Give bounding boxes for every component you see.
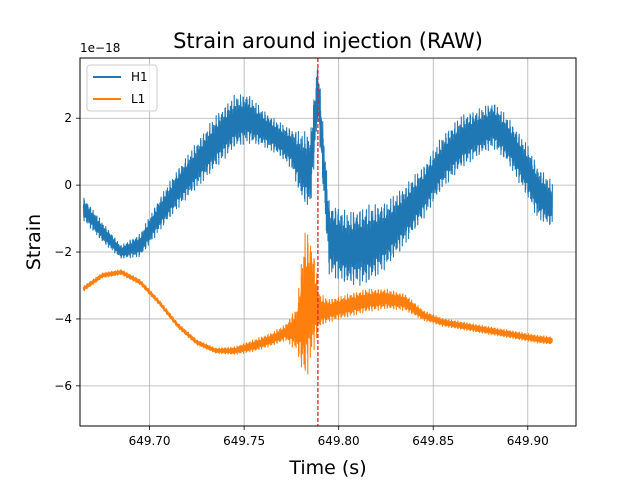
legend-label-h1: H1 (131, 70, 148, 84)
x-tick-label: 649.85 (412, 434, 454, 448)
axes-frame (79, 57, 577, 427)
x-axis-ticks: 649.70 649.75 649.80 649.85 649.90 (129, 426, 549, 448)
y-tick-label: 0 (64, 178, 72, 192)
y-tick-label: −6 (54, 379, 72, 393)
legend: H1 L1 (86, 64, 158, 112)
x-tick-label: 649.90 (507, 434, 549, 448)
y-tick-label: 2 (64, 111, 72, 125)
chart-title: Strain around injection (RAW) (173, 29, 483, 53)
y-offset-label: 1e−18 (80, 41, 120, 55)
y-axis-ticks: −6 −4 −2 0 2 (54, 111, 80, 393)
legend-label-l1: L1 (131, 92, 145, 106)
x-tick-label: 649.70 (129, 434, 171, 448)
x-tick-label: 649.80 (318, 434, 360, 448)
x-axis-label: Time (s) (288, 457, 366, 479)
plot-area (79, 57, 577, 427)
y-axis-label: Strain (23, 214, 45, 270)
y-tick-label: −4 (54, 312, 72, 326)
y-tick-label: −2 (54, 245, 72, 259)
x-tick-label: 649.75 (223, 434, 265, 448)
